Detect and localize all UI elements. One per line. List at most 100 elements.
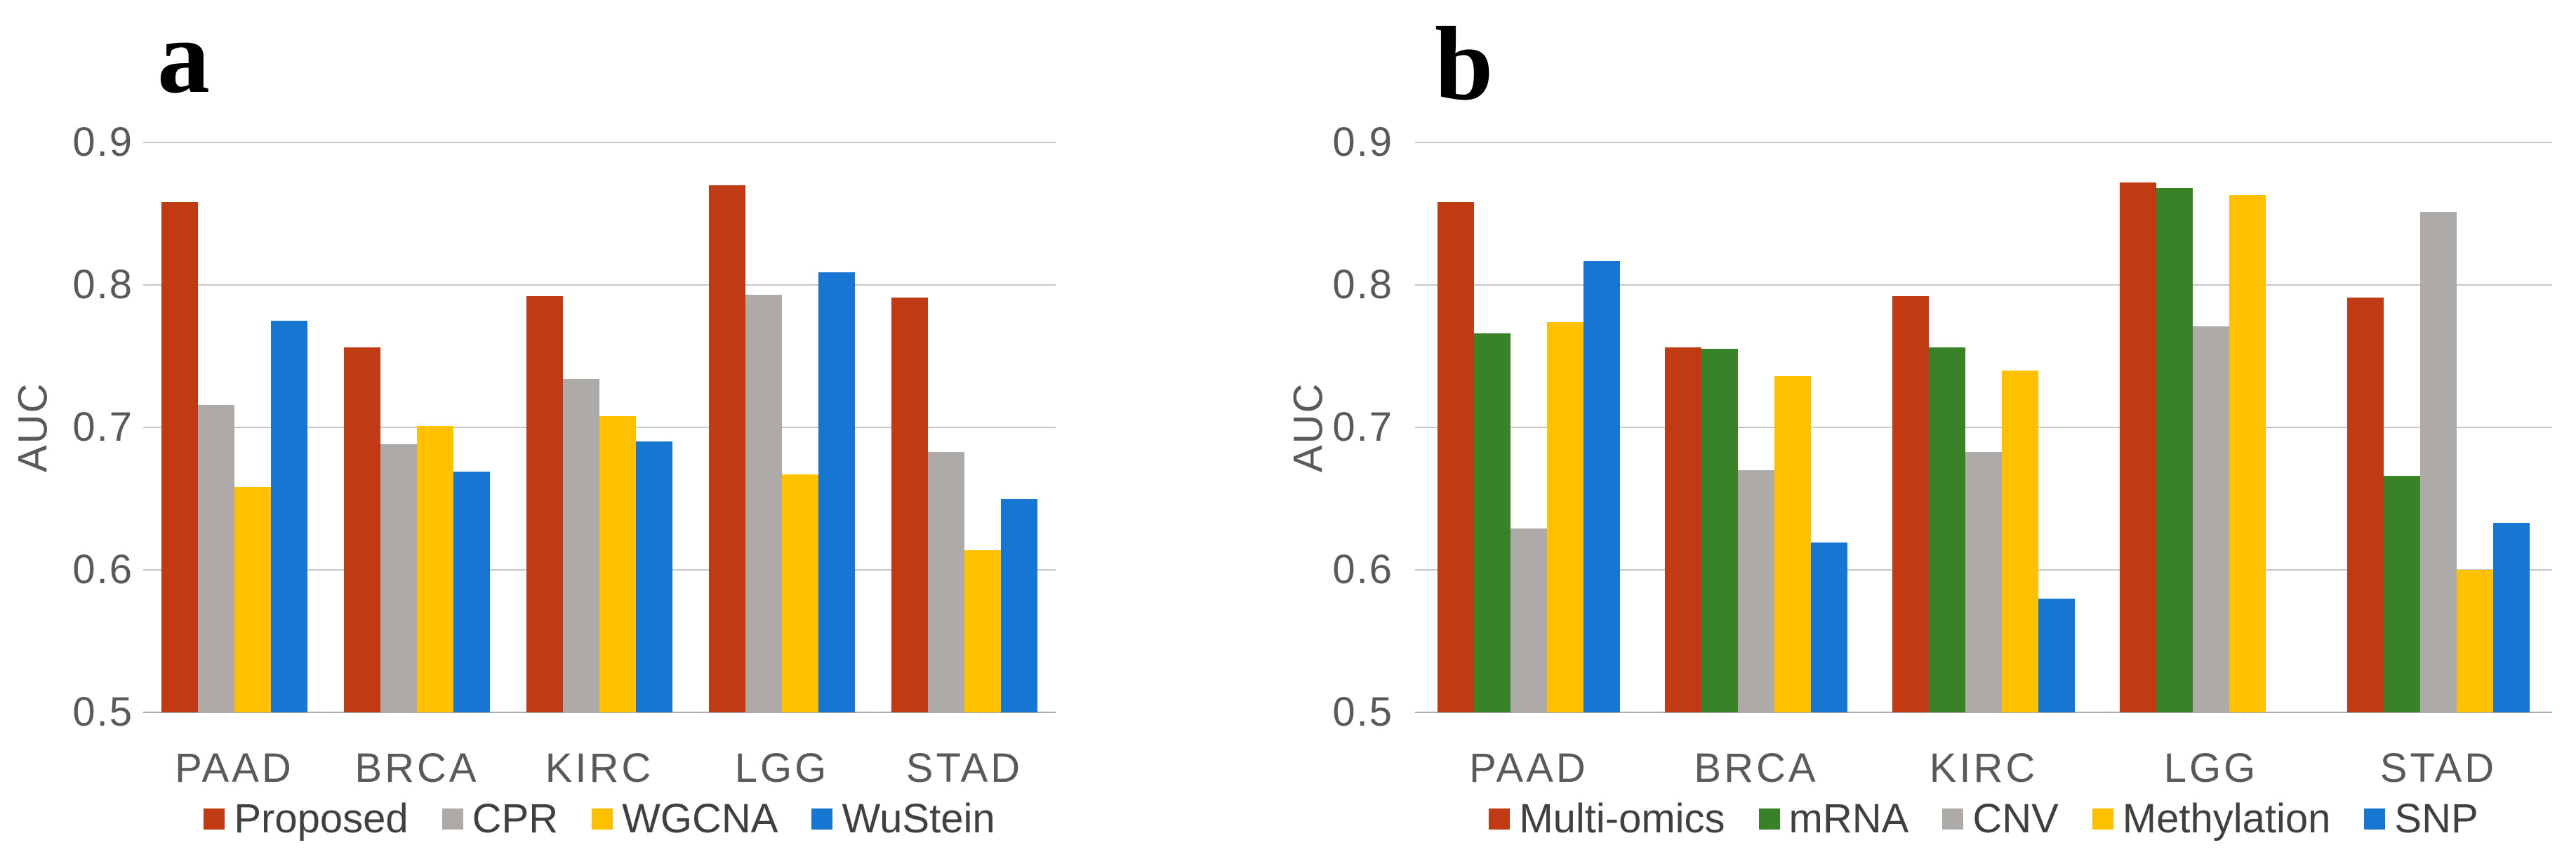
legend-label: CNV	[1972, 796, 2059, 841]
group-lgg	[691, 142, 873, 712]
panel-label: a	[157, 0, 210, 115]
group-brca	[1642, 142, 1870, 712]
y-axis-ticks: 0.9 0.8 0.7 0.6 0.5	[28, 122, 133, 733]
plot-area	[143, 142, 1056, 713]
legend-label: mRNA	[1788, 796, 1909, 841]
bar-wustein-brca	[453, 471, 490, 712]
gridline	[1415, 142, 2552, 143]
bar-cpr-lgg	[745, 295, 782, 712]
bar-mrna-kirc	[1929, 347, 1965, 712]
legend-swatch-cnv	[1942, 808, 1964, 830]
y-axis-ticks: 0.9 0.8 0.7 0.6 0.5	[1292, 122, 1393, 733]
panel-label: b	[1435, 6, 1494, 122]
y-tick-label-0-9: 0.9	[1332, 119, 1393, 165]
bar-wgcna-brca	[417, 425, 453, 712]
legend-item-multi-omics: Multi-omics	[1489, 799, 1725, 839]
bar-methylation-paad	[1547, 321, 1584, 712]
x-axis-label-lgg: LGG	[734, 745, 830, 791]
bar-cnv-brca	[1738, 470, 1774, 712]
y-tick-label-0-8: 0.8	[72, 262, 133, 307]
x-axis-labels: PAAD BRCA KIRC LGG STAD	[143, 748, 1056, 789]
legend: Proposed CPR WGCNA WuStein	[143, 799, 1056, 839]
bar-multi-omics-stad	[2347, 298, 2384, 712]
bar-multi-omics-kirc	[1892, 296, 1929, 712]
y-tick-label-0-6: 0.6	[1332, 547, 1393, 592]
bar-mrna-brca	[1701, 349, 1738, 712]
gridline	[143, 712, 1056, 713]
legend-swatch-methylation	[2092, 808, 2113, 830]
x-axis-label-lgg: LGG	[2163, 745, 2259, 791]
group-lgg	[2097, 142, 2325, 712]
y-tick-label-0-7: 0.7	[1332, 404, 1393, 450]
group-paad	[143, 142, 326, 712]
gridline	[143, 142, 1056, 143]
group-stad	[873, 142, 1056, 712]
bar-multi-omics-brca	[1665, 347, 1701, 712]
panel-a: a AUC 0.9 0.8 0.7 0.6 0.5 PAAD BRCA KIRC LGG STAD Pr…	[11, 0, 1056, 839]
legend-swatch-snp	[2364, 808, 2386, 830]
legend-swatch-wgcna	[592, 808, 613, 830]
y-tick-label-0-8: 0.8	[1332, 262, 1393, 307]
bar-methylation-brca	[1774, 375, 1811, 712]
bar-wgcna-kirc	[599, 415, 636, 712]
bar-multi-omics-paad	[1438, 202, 1474, 712]
bar-snp-paad	[1584, 260, 1620, 712]
bar-cnv-kirc	[1965, 451, 2002, 712]
bar-proposed-stad	[891, 298, 928, 712]
bar-wustein-paad	[271, 320, 307, 712]
legend-item-wgcna: WGCNA	[592, 799, 778, 839]
y-tick-label-0-5: 0.5	[72, 689, 133, 735]
legend-swatch-proposed	[204, 808, 225, 830]
bar-multi-omics-lgg	[2120, 182, 2156, 712]
group-kirc	[1870, 142, 2097, 712]
legend-label: SNP	[2394, 796, 2478, 841]
bar-cpr-brca	[380, 444, 417, 712]
x-axis-label-kirc: KIRC	[1929, 745, 2038, 791]
x-axis-label-stad: STAD	[905, 745, 1023, 791]
legend-item-proposed: Proposed	[204, 799, 409, 839]
legend-swatch-cpr	[441, 808, 463, 830]
group-brca	[326, 142, 508, 712]
legend-item-cpr: CPR	[441, 799, 558, 839]
legend-item-cnv: CNV	[1942, 796, 2059, 841]
bar-snp-stad	[2493, 523, 2530, 712]
bar-methylation-stad	[2457, 570, 2493, 712]
bar-proposed-paad	[161, 202, 198, 712]
legend-item-mrna: mRNA	[1758, 796, 1909, 841]
legend-swatch-wustein	[811, 808, 833, 830]
bar-wgcna-stad	[964, 550, 1001, 712]
legend-item-wustein: WuStein	[811, 799, 995, 839]
y-tick-label-0-6: 0.6	[72, 547, 133, 592]
bar-cnv-lgg	[2193, 326, 2229, 712]
bar-methylation-lgg	[2229, 195, 2266, 712]
panel-b: b AUC 0.9 0.8 0.7 0.6 0.5 PAAD BRCA KIRC LGG STAD Mu…	[1286, 0, 2576, 852]
x-axis-label-paad: PAAD	[1469, 745, 1588, 791]
legend-label: WuStein	[842, 796, 995, 841]
legend-swatch-multi-omics	[1489, 808, 1511, 830]
group-paad	[1415, 142, 1642, 712]
legend: Multi-omics mRNA CNV Methylation SNP	[1415, 799, 2552, 839]
bar-groups	[143, 142, 1056, 712]
legend-item-snp: SNP	[2364, 799, 2478, 839]
x-axis-label-brca: BRCA	[1694, 745, 1819, 791]
bar-wgcna-lgg	[782, 474, 818, 712]
bar-cnv-paad	[1511, 528, 1547, 712]
bar-groups	[1415, 142, 2552, 712]
bar-snp-brca	[1811, 543, 1847, 712]
bar-proposed-kirc	[526, 296, 563, 712]
gridline	[143, 284, 1056, 286]
bar-mrna-paad	[1474, 333, 1511, 712]
bar-mrna-stad	[2384, 476, 2420, 712]
bar-cpr-kirc	[563, 378, 599, 712]
gridline	[1415, 284, 2552, 286]
bar-proposed-brca	[344, 347, 380, 712]
legend-label: WGCNA	[622, 796, 778, 841]
x-axis-label-paad: PAAD	[175, 745, 294, 791]
legend-swatch-mrna	[1758, 808, 1780, 830]
x-axis-labels: PAAD BRCA KIRC LGG STAD	[1415, 748, 2552, 789]
bar-cnv-stad	[2420, 212, 2457, 712]
bar-wustein-lgg	[818, 272, 855, 712]
bar-wustein-kirc	[636, 441, 672, 712]
legend-label: Methylation	[2122, 796, 2331, 841]
